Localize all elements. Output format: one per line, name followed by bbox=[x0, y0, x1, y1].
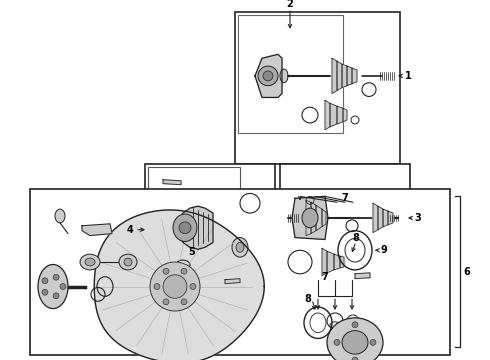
Text: 8: 8 bbox=[353, 233, 360, 243]
Bar bbox=[145, 164, 275, 296]
Polygon shape bbox=[325, 100, 330, 130]
Polygon shape bbox=[311, 202, 316, 234]
Ellipse shape bbox=[338, 334, 348, 343]
Polygon shape bbox=[337, 61, 342, 91]
Ellipse shape bbox=[42, 289, 48, 295]
Ellipse shape bbox=[236, 242, 244, 252]
Ellipse shape bbox=[258, 66, 278, 86]
Polygon shape bbox=[373, 203, 378, 233]
Bar bbox=[30, 189, 450, 355]
Ellipse shape bbox=[334, 339, 340, 345]
Ellipse shape bbox=[150, 262, 200, 311]
Ellipse shape bbox=[190, 284, 196, 289]
Ellipse shape bbox=[179, 222, 191, 234]
Polygon shape bbox=[306, 200, 311, 235]
Bar bbox=[238, 15, 343, 133]
Ellipse shape bbox=[352, 357, 358, 360]
Bar bbox=[280, 164, 410, 296]
Text: 7: 7 bbox=[342, 193, 348, 203]
Polygon shape bbox=[340, 256, 344, 268]
Ellipse shape bbox=[370, 339, 376, 345]
Ellipse shape bbox=[306, 197, 314, 204]
Ellipse shape bbox=[53, 274, 59, 280]
Ellipse shape bbox=[181, 268, 187, 274]
Text: 7: 7 bbox=[321, 272, 328, 282]
Ellipse shape bbox=[263, 71, 273, 81]
Ellipse shape bbox=[327, 318, 383, 360]
Ellipse shape bbox=[55, 209, 65, 223]
Polygon shape bbox=[388, 211, 393, 225]
Polygon shape bbox=[322, 209, 326, 227]
Polygon shape bbox=[342, 64, 347, 87]
Polygon shape bbox=[334, 254, 340, 270]
Polygon shape bbox=[94, 210, 264, 360]
Text: 3: 3 bbox=[415, 213, 421, 223]
Text: 1: 1 bbox=[405, 71, 412, 81]
Ellipse shape bbox=[163, 299, 169, 305]
Text: 6: 6 bbox=[464, 267, 470, 277]
Text: 4: 4 bbox=[126, 225, 133, 235]
Ellipse shape bbox=[342, 330, 368, 354]
Ellipse shape bbox=[173, 214, 197, 242]
Ellipse shape bbox=[163, 268, 169, 274]
Polygon shape bbox=[330, 103, 337, 127]
Polygon shape bbox=[316, 205, 322, 231]
Ellipse shape bbox=[163, 275, 187, 298]
Ellipse shape bbox=[38, 265, 68, 309]
Polygon shape bbox=[327, 251, 334, 273]
Polygon shape bbox=[352, 68, 357, 84]
Ellipse shape bbox=[302, 208, 318, 228]
Ellipse shape bbox=[80, 254, 100, 270]
Ellipse shape bbox=[352, 322, 358, 328]
Ellipse shape bbox=[124, 258, 132, 266]
Ellipse shape bbox=[53, 293, 59, 299]
Ellipse shape bbox=[154, 284, 160, 289]
Ellipse shape bbox=[42, 278, 48, 284]
Bar bbox=[148, 167, 240, 265]
Ellipse shape bbox=[119, 254, 137, 270]
Polygon shape bbox=[225, 279, 240, 284]
Polygon shape bbox=[322, 248, 327, 276]
Polygon shape bbox=[383, 209, 388, 227]
Text: 2: 2 bbox=[287, 0, 294, 9]
Text: 8: 8 bbox=[305, 294, 312, 304]
Polygon shape bbox=[292, 197, 328, 239]
Polygon shape bbox=[332, 58, 337, 94]
Polygon shape bbox=[255, 54, 282, 98]
Polygon shape bbox=[337, 106, 343, 124]
Bar bbox=[235, 12, 400, 164]
Text: 9: 9 bbox=[381, 245, 388, 255]
Ellipse shape bbox=[85, 258, 95, 266]
Polygon shape bbox=[82, 224, 112, 235]
Polygon shape bbox=[378, 206, 383, 230]
Ellipse shape bbox=[60, 284, 66, 289]
Polygon shape bbox=[163, 180, 181, 185]
Ellipse shape bbox=[232, 238, 248, 257]
Polygon shape bbox=[343, 108, 347, 122]
Polygon shape bbox=[347, 66, 352, 86]
Ellipse shape bbox=[280, 69, 288, 83]
Polygon shape bbox=[355, 273, 370, 279]
Polygon shape bbox=[178, 206, 213, 249]
Text: 5: 5 bbox=[189, 247, 196, 257]
Ellipse shape bbox=[181, 299, 187, 305]
